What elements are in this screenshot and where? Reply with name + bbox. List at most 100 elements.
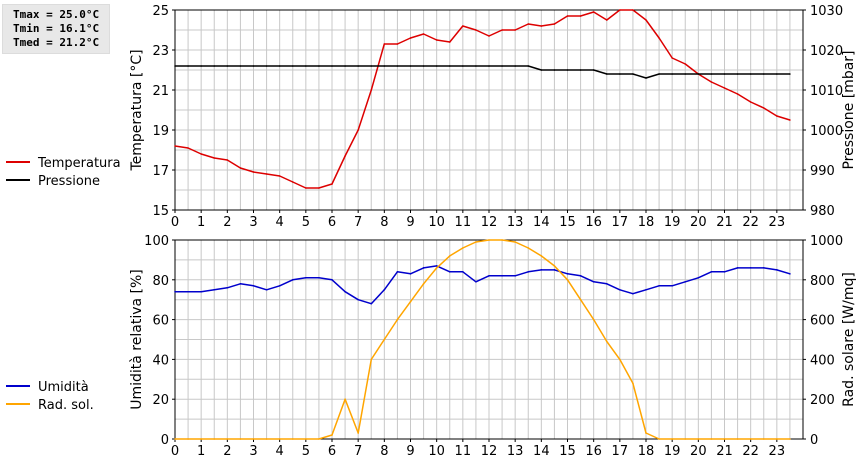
data-point-rad-sol xyxy=(710,438,713,440)
data-point-rad-sol xyxy=(553,265,556,267)
data-point-temperatura xyxy=(579,15,582,17)
data-point-umidit xyxy=(632,292,634,295)
y-tick-label-right: 200 xyxy=(810,393,835,408)
stats-box: Tmax = 25.0°C Tmin = 16.1°C Tmed = 21.2°… xyxy=(2,4,110,54)
data-point-rad-sol xyxy=(475,241,477,243)
data-point-umidit xyxy=(265,288,268,291)
data-point-umidit xyxy=(435,265,438,267)
x-tick-label: 3 xyxy=(249,215,257,230)
x-tick-label: 0 xyxy=(171,444,179,459)
data-point-umidit xyxy=(226,286,229,289)
data-point-rad-sol xyxy=(789,438,791,440)
data-point-umidit xyxy=(239,282,242,285)
y-tick-label-right: 980 xyxy=(810,204,835,219)
y-tick-label-left: 60 xyxy=(152,314,169,329)
data-point-temperatura xyxy=(265,173,268,175)
data-point-rad-sol xyxy=(723,438,726,440)
data-point-rad-sol xyxy=(383,338,386,341)
x-tick-label: 16 xyxy=(585,444,602,459)
x-tick-label: 9 xyxy=(406,215,414,230)
legend-label: Pressione xyxy=(38,174,100,189)
data-point-pressione xyxy=(723,73,726,75)
x-tick-label: 23 xyxy=(769,215,786,230)
data-point-umidit xyxy=(605,282,608,285)
data-point-rad-sol xyxy=(331,434,333,436)
y-tick-label-left: 20 xyxy=(152,393,169,408)
data-point-temperatura xyxy=(527,23,530,25)
data-point-rad-sol xyxy=(291,438,294,440)
data-point-rad-sol xyxy=(226,438,229,440)
data-point-rad-sol xyxy=(462,247,464,249)
data-point-rad-sol xyxy=(566,279,569,281)
x-tick-label: 11 xyxy=(455,215,472,230)
data-point-temperatura xyxy=(252,171,255,173)
data-point-rad-sol xyxy=(658,438,660,440)
y-axis-label-right: Pressione [mbar] xyxy=(841,50,857,169)
data-point-rad-sol xyxy=(671,438,673,440)
data-point-pressione xyxy=(632,73,634,75)
data-point-pressione xyxy=(448,65,451,67)
x-tick-label: 17 xyxy=(612,444,629,459)
data-point-pressione xyxy=(370,65,373,67)
x-tick-label: 19 xyxy=(664,444,681,459)
y-tick-label-right: 0 xyxy=(810,433,818,448)
y-tick-label-right: 800 xyxy=(810,274,835,289)
tmax-label: Tmax = 25.0°C xyxy=(13,8,100,21)
data-point-rad-sol xyxy=(736,438,739,440)
data-point-temperatura xyxy=(305,187,307,189)
data-point-umidit xyxy=(514,275,516,277)
data-point-pressione xyxy=(776,73,778,75)
data-point-pressione xyxy=(318,65,320,67)
x-tick-label: 0 xyxy=(171,215,179,230)
x-tick-label: 20 xyxy=(690,444,707,459)
y-tick-label-left: 23 xyxy=(152,44,169,59)
data-point-temperatura xyxy=(723,87,726,89)
data-point-pressione xyxy=(566,69,569,71)
data-point-umidit xyxy=(684,280,687,283)
data-point-temperatura xyxy=(383,43,386,45)
series-line-rad-sol xyxy=(175,239,790,440)
data-point-umidit xyxy=(579,275,582,277)
x-tick-label: 5 xyxy=(302,444,310,459)
x-tick-label: 6 xyxy=(328,215,336,230)
y-axis-label-left: Umidità relativa [%] xyxy=(129,269,145,410)
y-tick-label-right: 400 xyxy=(810,353,835,368)
y-tick-label-right: 1020 xyxy=(810,44,843,59)
y-tick-label-left: 0 xyxy=(161,433,169,448)
data-point-umidit xyxy=(697,277,700,279)
x-tick-label: 23 xyxy=(769,444,786,459)
data-point-pressione xyxy=(697,73,700,75)
data-point-temperatura xyxy=(762,107,765,109)
x-tick-label: 7 xyxy=(354,215,362,230)
data-point-temperatura xyxy=(514,29,516,31)
legend-label: Umidità xyxy=(38,380,89,395)
data-point-umidit xyxy=(252,284,255,287)
data-point-rad-sol xyxy=(409,300,412,303)
data-point-umidit xyxy=(566,273,569,275)
data-point-umidit xyxy=(278,284,281,287)
x-tick-label: 10 xyxy=(428,444,445,459)
data-point-umidit xyxy=(762,267,765,269)
data-point-rad-sol xyxy=(697,438,700,440)
data-point-pressione xyxy=(710,73,713,75)
data-point-temperatura xyxy=(344,155,346,157)
data-point-temperatura xyxy=(475,29,477,31)
data-point-umidit xyxy=(187,290,189,293)
data-point-umidit xyxy=(658,284,660,287)
x-tick-label: 18 xyxy=(638,215,655,230)
data-point-pressione xyxy=(671,73,673,75)
x-tick-label: 2 xyxy=(223,444,231,459)
y-axis-label-left: Temperatura [°C] xyxy=(129,49,145,171)
x-tick-label: 14 xyxy=(533,444,550,459)
data-point-temperatura xyxy=(239,167,242,169)
y-tick-label-left: 40 xyxy=(152,353,169,368)
data-point-rad-sol xyxy=(540,255,543,257)
data-point-umidit xyxy=(671,284,673,287)
data-point-umidit xyxy=(383,288,386,291)
data-point-pressione xyxy=(619,73,621,75)
x-tick-label: 2 xyxy=(223,215,231,230)
data-point-temperatura xyxy=(331,183,333,185)
data-point-pressione xyxy=(239,65,242,67)
data-point-rad-sol xyxy=(422,282,425,285)
